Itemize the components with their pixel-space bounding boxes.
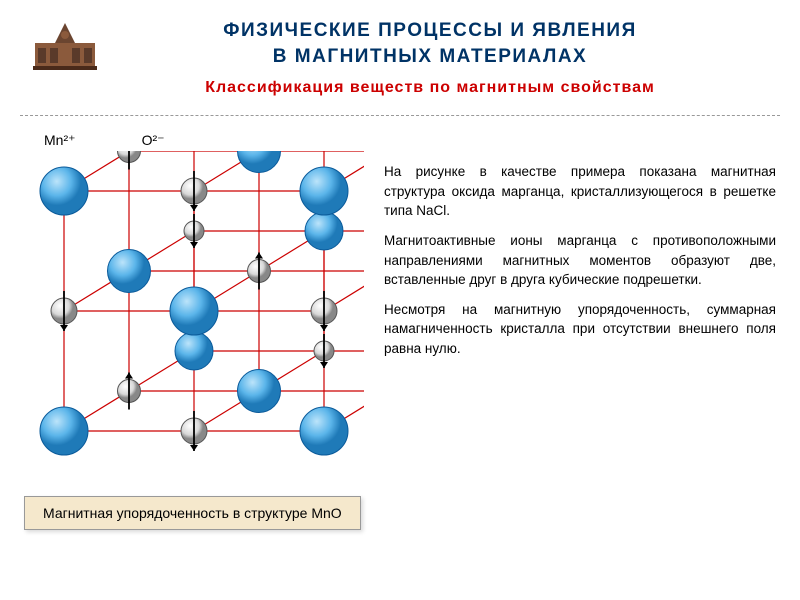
paragraph-1: На рисунке в качестве примера показана м… [384, 162, 776, 221]
label-mn: Mn²⁺ [44, 132, 76, 148]
paragraph-2: Магнитоактивные ионы марганца с противоп… [384, 231, 776, 290]
diagram-column: Mn²⁺ O²⁻ [24, 132, 364, 476]
figure-caption: Магнитная упорядоченность в структуре Mn… [24, 496, 361, 530]
page-subtitle: Классификация веществ по магнитным свойс… [80, 79, 780, 97]
title-line-1: ФИЗИЧЕСКИЕ ПРОЦЕССЫ И ЯВЛЕНИЯ [223, 20, 637, 41]
building-icon [30, 18, 100, 73]
page-title: ФИЗИЧЕСКИЕ ПРОЦЕССЫ И ЯВЛЕНИЯ В МАГНИТНЫ… [80, 18, 780, 69]
title-line-2: В МАГНИТНЫХ МАТЕРИАЛАХ [273, 46, 587, 67]
label-o: O²⁻ [142, 132, 165, 148]
header: ФИЗИЧЕСКИЕ ПРОЦЕССЫ И ЯВЛЕНИЯ В МАГНИТНЫ… [0, 0, 800, 105]
body-text: На рисунке в качестве примера показана м… [384, 132, 776, 476]
paragraph-3: Несмотря на магнитную упорядоченность, с… [384, 300, 776, 359]
diagram-axis-labels: Mn²⁺ O²⁻ [24, 132, 364, 149]
content-row: Mn²⁺ O²⁻ На рисунке в качестве примера п… [0, 116, 800, 486]
lattice-diagram [24, 151, 364, 471]
